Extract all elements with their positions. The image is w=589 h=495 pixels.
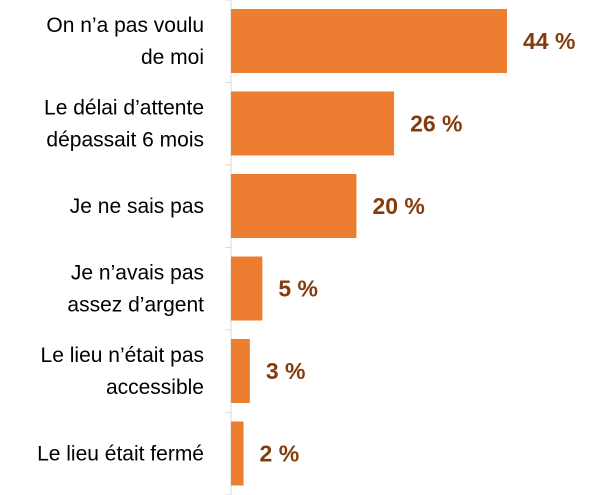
category-label: On n’a pas voulu — [46, 14, 204, 37]
data-label: 2 % — [260, 441, 300, 467]
data-label: 3 % — [266, 358, 306, 384]
bar — [231, 91, 395, 156]
bar — [231, 174, 357, 238]
category-label: accessible — [106, 376, 204, 399]
bar — [231, 256, 263, 321]
data-label: 44 % — [523, 28, 575, 54]
bar — [231, 339, 250, 403]
category-label: Le lieu n’était pas — [41, 344, 204, 367]
category-label: Le lieu était fermé — [37, 443, 204, 466]
category-label: dépassait 6 mois — [46, 129, 204, 152]
data-label: 5 % — [278, 276, 318, 302]
category-label: Le délai d’attente — [44, 97, 204, 120]
category-label: Je ne sais pas — [70, 195, 204, 218]
category-label: de moi — [141, 46, 204, 69]
category-label: Je n’avais pas — [71, 262, 204, 285]
data-label: 20 % — [372, 193, 424, 219]
bar — [231, 421, 244, 486]
bar — [231, 9, 507, 73]
category-label: assez d’argent — [67, 294, 204, 317]
data-label: 26 % — [410, 111, 462, 137]
